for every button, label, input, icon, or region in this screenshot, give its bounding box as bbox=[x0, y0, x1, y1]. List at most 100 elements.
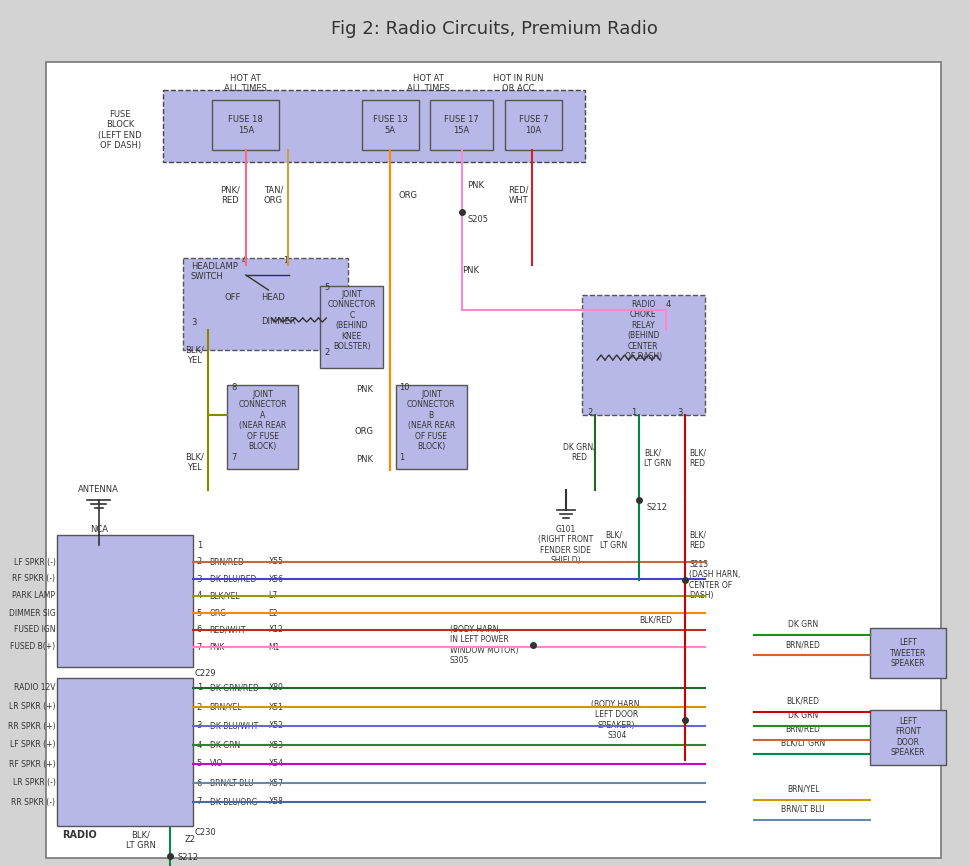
Text: HEADLAMP
SWITCH: HEADLAMP SWITCH bbox=[191, 262, 237, 281]
Text: 1: 1 bbox=[631, 408, 636, 417]
Text: X57: X57 bbox=[268, 779, 283, 787]
Text: DK GRN: DK GRN bbox=[209, 740, 239, 749]
Text: BRN/LT BLU: BRN/LT BLU bbox=[209, 779, 253, 787]
Text: NCA: NCA bbox=[89, 526, 108, 534]
Text: JOINT
CONNECTOR
A
(NEAR REAR
OF FUSE
BLOCK): JOINT CONNECTOR A (NEAR REAR OF FUSE BLO… bbox=[238, 390, 287, 451]
Text: 1: 1 bbox=[283, 256, 288, 265]
Text: BRN/RED: BRN/RED bbox=[785, 725, 820, 734]
Text: RR SPKR (+): RR SPKR (+) bbox=[8, 721, 55, 731]
Text: PARK LAMP: PARK LAMP bbox=[13, 591, 55, 600]
Text: 3: 3 bbox=[197, 574, 202, 584]
Text: 2: 2 bbox=[586, 408, 592, 417]
Text: PNK: PNK bbox=[356, 385, 373, 395]
Text: FUSE
BLOCK
(LEFT END
OF DASH): FUSE BLOCK (LEFT END OF DASH) bbox=[98, 110, 141, 150]
Text: FUSE 7
10A: FUSE 7 10A bbox=[518, 115, 547, 135]
Text: BLK/RED: BLK/RED bbox=[639, 616, 672, 624]
Text: BRN/LT BLU: BRN/LT BLU bbox=[781, 805, 825, 814]
Bar bbox=[361, 100, 418, 150]
Text: PNK: PNK bbox=[209, 643, 225, 651]
Bar bbox=[212, 100, 279, 150]
Text: BLK/
LT GRN: BLK/ LT GRN bbox=[643, 449, 671, 468]
Text: 2: 2 bbox=[324, 348, 329, 357]
Text: LR SPKR (-): LR SPKR (-) bbox=[13, 779, 55, 787]
Text: DK GRN/RED: DK GRN/RED bbox=[209, 683, 258, 693]
Text: LR SPKR (+): LR SPKR (+) bbox=[9, 702, 55, 712]
Text: X80: X80 bbox=[268, 683, 283, 693]
Text: S212: S212 bbox=[645, 503, 667, 512]
Bar bbox=[395, 385, 466, 469]
Text: TAN/
ORG: TAN/ ORG bbox=[264, 185, 283, 204]
Text: 5: 5 bbox=[197, 609, 202, 617]
Text: BLK/RED: BLK/RED bbox=[786, 697, 819, 706]
Text: (BODY HARN,
IN LEFT POWER
WINDOW MOTOR)
S305: (BODY HARN, IN LEFT POWER WINDOW MOTOR) … bbox=[450, 625, 517, 665]
Text: 1: 1 bbox=[197, 540, 202, 550]
Text: BLK/
LT GRN: BLK/ LT GRN bbox=[600, 530, 627, 550]
Text: 3: 3 bbox=[191, 318, 196, 327]
Text: Z2: Z2 bbox=[185, 836, 196, 844]
Text: G101
(RIGHT FRONT
FENDER SIDE
SHIELD): G101 (RIGHT FRONT FENDER SIDE SHIELD) bbox=[538, 525, 593, 565]
Text: PNK: PNK bbox=[461, 266, 479, 275]
Text: RR SPKR (-): RR SPKR (-) bbox=[12, 798, 55, 806]
Text: ORG: ORG bbox=[209, 609, 227, 617]
Text: ANTENNA: ANTENNA bbox=[78, 485, 119, 494]
Text: BLK/YEL: BLK/YEL bbox=[209, 591, 240, 600]
Text: RED/
WHT: RED/ WHT bbox=[508, 185, 528, 204]
Text: S212: S212 bbox=[177, 852, 198, 862]
Text: 1: 1 bbox=[197, 683, 202, 693]
Text: 7: 7 bbox=[197, 798, 202, 806]
Text: ORG: ORG bbox=[398, 191, 418, 199]
Text: RADIO: RADIO bbox=[62, 830, 96, 840]
Text: VIO: VIO bbox=[209, 759, 223, 768]
Text: PNK/
RED: PNK/ RED bbox=[220, 185, 239, 204]
Text: HOT IN RUN
OR ACC: HOT IN RUN OR ACC bbox=[493, 74, 544, 94]
Text: FUSE 17
15A: FUSE 17 15A bbox=[444, 115, 479, 135]
Text: 5: 5 bbox=[324, 283, 329, 292]
Text: S205: S205 bbox=[467, 215, 488, 224]
Text: BLK/
RED: BLK/ RED bbox=[689, 530, 705, 550]
Text: RF SPKR (-): RF SPKR (-) bbox=[13, 574, 55, 584]
Text: DK BLU/RED: DK BLU/RED bbox=[209, 574, 256, 584]
Text: DK BLU/ORG: DK BLU/ORG bbox=[209, 798, 257, 806]
Text: X56: X56 bbox=[268, 574, 283, 584]
Text: DIMMER: DIMMER bbox=[262, 318, 296, 326]
Text: LEFT
FRONT
DOOR
SPEAKER: LEFT FRONT DOOR SPEAKER bbox=[890, 717, 924, 757]
Text: DK BLU/WHT: DK BLU/WHT bbox=[209, 721, 258, 731]
Text: 2: 2 bbox=[197, 702, 202, 712]
Text: 6: 6 bbox=[197, 625, 202, 635]
Text: PNK: PNK bbox=[467, 180, 484, 190]
Text: HOT AT
ALL TIMES: HOT AT ALL TIMES bbox=[406, 74, 450, 94]
Text: RF SPKR (+): RF SPKR (+) bbox=[9, 759, 55, 768]
Text: (BODY HARN,
LEFT DOOR
SPEAKER)
S304: (BODY HARN, LEFT DOOR SPEAKER) S304 bbox=[591, 700, 641, 740]
Text: DK GRN: DK GRN bbox=[787, 620, 818, 629]
Text: X55: X55 bbox=[268, 558, 283, 566]
Text: M1: M1 bbox=[268, 643, 279, 651]
Text: JOINT
CONNECTOR
C
(BEHIND
KNEE
BOLSTER): JOINT CONNECTOR C (BEHIND KNEE BOLSTER) bbox=[328, 290, 376, 351]
Text: BLK/
RED: BLK/ RED bbox=[689, 449, 705, 468]
Text: BRN/YEL: BRN/YEL bbox=[209, 702, 242, 712]
Text: 4: 4 bbox=[197, 591, 202, 600]
Text: BLK/LT GRN: BLK/LT GRN bbox=[780, 739, 825, 748]
Text: 3: 3 bbox=[677, 408, 682, 417]
Bar bbox=[320, 286, 383, 368]
Text: 7: 7 bbox=[197, 643, 202, 651]
Bar bbox=[581, 295, 704, 415]
Text: JOINT
CONNECTOR
B
(NEAR REAR
OF FUSE
BLOCK): JOINT CONNECTOR B (NEAR REAR OF FUSE BLO… bbox=[407, 390, 455, 451]
Text: 4: 4 bbox=[197, 740, 202, 749]
Text: RED/WHT: RED/WHT bbox=[209, 625, 246, 635]
Text: 4: 4 bbox=[665, 300, 671, 309]
Text: LF SPKR (+): LF SPKR (+) bbox=[10, 740, 55, 749]
Bar bbox=[504, 100, 561, 150]
Text: E2: E2 bbox=[268, 609, 277, 617]
Text: BLK/
YEL: BLK/ YEL bbox=[185, 452, 204, 472]
Text: 5: 5 bbox=[197, 759, 202, 768]
Text: RADIO
CHOKE
RELAY
(BEHIND
CENTER
OF DASH): RADIO CHOKE RELAY (BEHIND CENTER OF DASH… bbox=[624, 300, 661, 361]
Text: Fig 2: Radio Circuits, Premium Radio: Fig 2: Radio Circuits, Premium Radio bbox=[330, 20, 657, 38]
Text: 8: 8 bbox=[231, 383, 236, 392]
Bar bbox=[430, 100, 492, 150]
Text: 7: 7 bbox=[231, 453, 236, 462]
Text: LEFT
TWEETER
SPEAKER: LEFT TWEETER SPEAKER bbox=[890, 638, 925, 668]
Text: X12: X12 bbox=[268, 625, 283, 635]
Text: DK GRN: DK GRN bbox=[787, 711, 818, 720]
Text: HEAD: HEAD bbox=[262, 294, 285, 302]
Text: L7: L7 bbox=[268, 591, 277, 600]
